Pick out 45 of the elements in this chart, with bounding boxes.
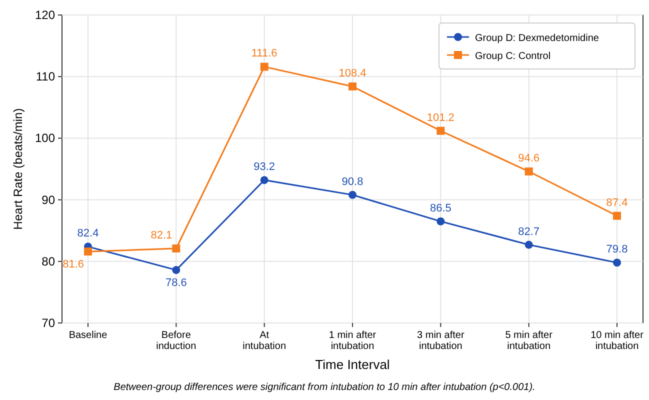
point <box>348 190 356 199</box>
x-tick-label: Baseline <box>68 330 108 341</box>
text: Between-group differences were significant from intubation to 10 min after intubation (p<0.001). <box>114 382 536 393</box>
x-tick-label: 10 min after intubation <box>590 330 644 352</box>
y-tick-label: 100 <box>34 131 56 146</box>
legend-label: Group D: Dexmedetomidine <box>475 33 600 44</box>
point <box>524 167 533 176</box>
data-label: 79.8 <box>606 244 628 256</box>
data-label: 90.8 <box>342 176 364 188</box>
legend-label: Group C: Control <box>475 51 551 62</box>
data-label: 108.4 <box>338 67 366 80</box>
x-axis-title: Time Interval <box>315 357 390 372</box>
y-tick-label: 120 <box>34 8 56 22</box>
x-tick-label: 1 min after intubation <box>328 330 377 352</box>
point <box>84 248 92 256</box>
point <box>348 82 356 90</box>
point <box>172 244 180 252</box>
data-label: 101.2 <box>426 112 454 124</box>
point <box>436 126 445 135</box>
x-tick-label: 5 min after intubation <box>505 330 554 352</box>
data-label: 87.4 <box>606 196 628 209</box>
point <box>260 176 268 184</box>
data-label: 93.2 <box>254 161 276 174</box>
data-label: 86.5 <box>430 202 452 214</box>
data-label: 82.7 <box>518 226 540 238</box>
x-tick-label: At intubation <box>242 330 286 352</box>
data-label: 111.6 <box>251 48 278 60</box>
point <box>524 240 533 249</box>
data-label: 78.6 <box>165 277 187 290</box>
y-tick-label: 80 <box>42 254 56 268</box>
data-label: 94.6 <box>518 152 540 164</box>
y-tick-label: 90 <box>42 192 56 207</box>
point <box>172 266 180 274</box>
point <box>613 258 621 267</box>
y-tick-label: 110 <box>36 70 56 84</box>
data-label: 82.1 <box>150 229 172 242</box>
point <box>613 212 621 220</box>
x-tick-label: 3 min after intubation <box>417 330 465 352</box>
data-label: 81.6 <box>62 258 84 271</box>
y-tick-label: 70 <box>42 316 56 330</box>
y-axis-title: Heart Rate (beats/min) <box>11 108 25 230</box>
data-label: 82.4 <box>77 228 99 240</box>
point <box>436 217 445 226</box>
x-tick-label: Before induction <box>156 330 196 352</box>
point <box>260 62 268 71</box>
